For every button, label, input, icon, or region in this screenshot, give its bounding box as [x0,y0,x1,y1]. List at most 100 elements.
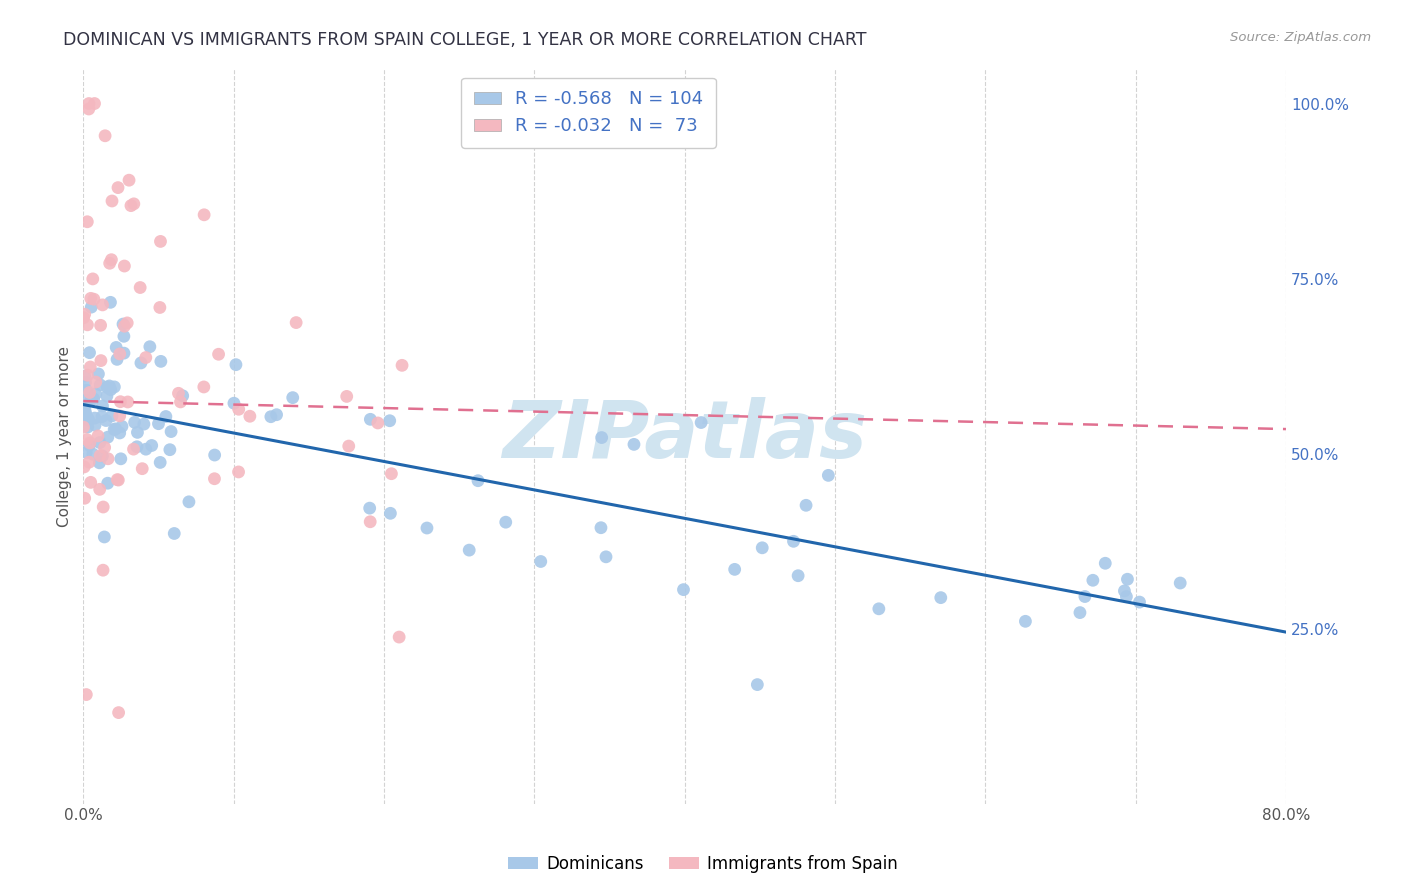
Point [112,259,135,273]
Point [89,449,111,463]
Legend: Dominicans, Immigrants from Spain: Dominicans, Immigrants from Spain [502,848,904,880]
Point [359,515,381,529]
Point [90,353,112,368]
Point [73,307,96,321]
Point [80,291,103,305]
Point [77,413,100,427]
Point [228,402,250,417]
Point [747,677,769,691]
Point [75,407,97,421]
Point [107,473,129,487]
Point [591,431,613,445]
Point [118,173,141,187]
Point [93,530,115,544]
Point [76,215,98,229]
Point [112,329,135,343]
Point [82,272,104,286]
Legend: R = -0.568   N = 104, R = -0.032   N =  73: R = -0.568 N = 104, R = -0.032 N = 73 [461,78,716,148]
Point [135,442,157,457]
Point [380,506,402,520]
Point [131,461,153,475]
Point [135,351,157,365]
Point [117,395,139,409]
Point [96,389,118,403]
Point [73,393,96,408]
Point [359,501,381,516]
Point [1115,590,1137,604]
Point [141,438,163,452]
Point [589,521,612,535]
Point [84,387,107,401]
Point [148,417,170,431]
Point [1081,574,1104,588]
Point [89,483,111,497]
Point [97,451,120,466]
Point [80,300,103,314]
Point [929,591,952,605]
Point [75,376,97,390]
Point [225,358,247,372]
Point [132,417,155,431]
Point [467,474,489,488]
Text: DOMINICAN VS IMMIGRANTS FROM SPAIN COLLEGE, 1 YEAR OR MORE CORRELATION CHART: DOMINICAN VS IMMIGRANTS FROM SPAIN COLLE… [63,31,866,49]
Point [193,380,215,394]
Point [222,396,245,410]
Point [105,352,128,367]
Point [122,197,145,211]
Point [103,422,125,436]
Point [207,347,229,361]
Point [76,318,98,332]
Point [73,459,96,474]
Point [77,102,100,116]
Point [80,475,103,490]
Point [672,582,695,597]
Point [76,433,98,447]
Point [159,442,181,457]
Point [794,498,817,512]
Point [139,340,162,354]
Point [1069,606,1091,620]
Point [83,392,105,406]
Point [93,441,115,455]
Point [100,295,122,310]
Point [416,521,439,535]
Point [80,393,103,408]
Point [530,554,553,568]
Point [100,252,122,267]
Point [129,280,152,294]
Point [91,563,114,577]
Point [163,526,186,541]
Point [160,425,183,439]
Point [1074,590,1097,604]
Point [84,375,107,389]
Point [104,422,127,436]
Point [115,316,138,330]
Point [120,199,142,213]
Point [79,438,101,452]
Point [96,380,118,394]
Point [281,391,304,405]
Point [380,467,402,481]
Point [391,359,413,373]
Point [787,568,810,582]
Point [204,472,226,486]
Point [782,534,804,549]
Point [388,630,411,644]
Point [336,389,359,403]
Point [91,449,114,463]
Point [266,408,288,422]
Point [1014,615,1036,629]
Point [751,541,773,555]
Text: Source: ZipAtlas.com: Source: ZipAtlas.com [1230,31,1371,45]
Point [79,359,101,374]
Point [108,409,131,423]
Point [83,411,105,425]
Point [83,292,105,306]
Point [690,416,713,430]
Point [75,445,97,459]
Point [72,310,94,325]
Point [378,414,401,428]
Point [90,318,112,333]
Point [91,409,114,424]
Point [91,399,114,413]
